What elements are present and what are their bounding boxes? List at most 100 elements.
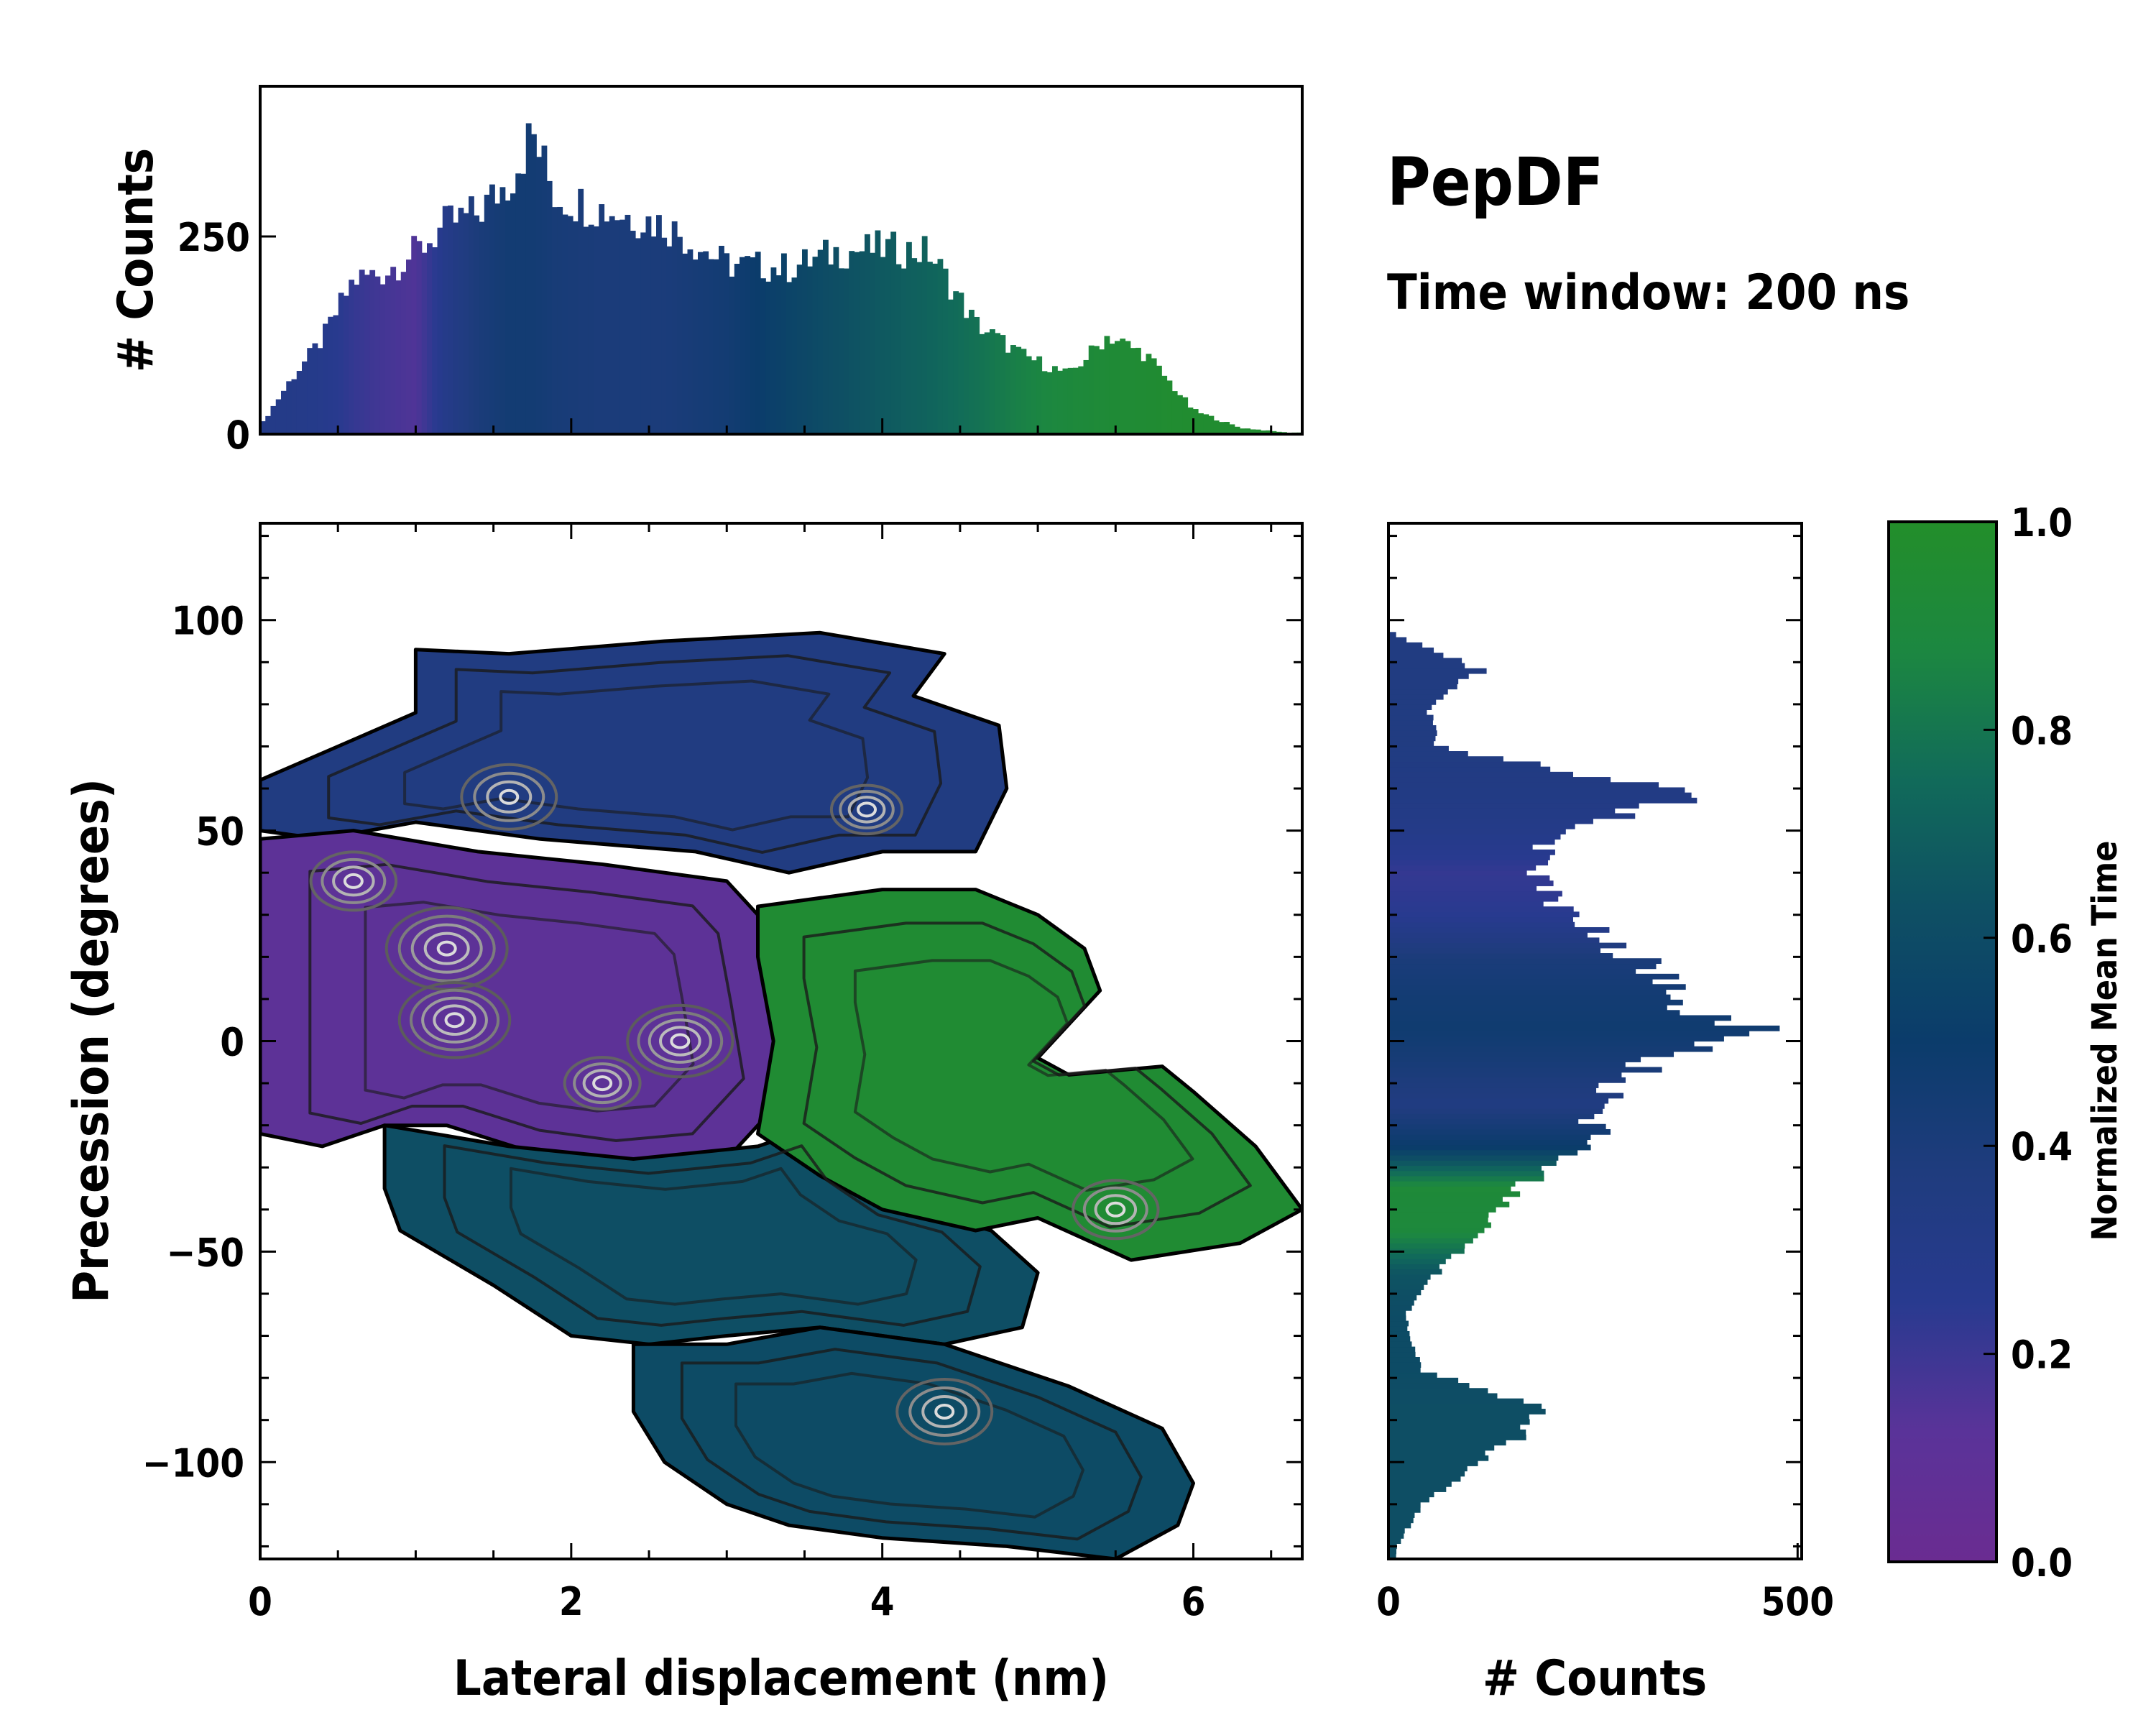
right-histogram-bar — [1388, 1310, 1406, 1316]
heatmap-hotspot-contour — [499, 788, 520, 805]
right-histogram-bar — [1388, 891, 1562, 897]
top-histogram-bar — [400, 272, 407, 434]
top-histogram-bar — [557, 206, 563, 434]
top-histogram-bar — [734, 263, 740, 434]
right-histogram-bar — [1388, 1476, 1461, 1482]
top-histogram-bar — [760, 278, 766, 434]
right-histogram-bar — [1388, 875, 1550, 881]
top-histogram-bar — [1057, 370, 1064, 434]
top-histogram-bar — [406, 259, 412, 434]
top-histogram-bar — [349, 280, 355, 434]
top-histogram-bar — [1078, 366, 1084, 434]
right-histogram-bar — [1388, 1445, 1495, 1451]
heatmap-ytick-label: −100 — [142, 1440, 244, 1486]
top-histogram-bar — [1125, 341, 1131, 434]
heatmap-hotspot-contour — [648, 1018, 712, 1064]
right-histogram-bar — [1388, 1512, 1415, 1518]
top-histogram-bar — [1010, 345, 1016, 434]
top-histogram-bar — [609, 216, 615, 434]
top-histogram-bar — [812, 257, 819, 434]
right-histogram-bar — [1388, 1383, 1470, 1389]
top-histogram-bar — [458, 208, 464, 434]
heatmap-hotspot-contour — [1072, 1179, 1160, 1241]
right-histogram-bar — [1388, 818, 1593, 824]
top-histogram-bar — [411, 236, 418, 434]
top-histogram-bar — [1171, 391, 1178, 434]
right-histogram-bar — [1388, 870, 1527, 876]
right-histogram-bar — [1388, 1548, 1396, 1555]
right-histogram-bar — [1388, 1429, 1526, 1435]
heatmap-hotspot-contour — [921, 1394, 968, 1428]
top-histogram-bar — [546, 180, 553, 434]
heatmap-hotspot-contour — [433, 1004, 476, 1036]
top-histogram-bar — [916, 262, 923, 434]
top-histogram-bar — [281, 390, 287, 434]
right-histogram-bar — [1388, 792, 1692, 799]
top-histogram-bar — [333, 315, 339, 434]
right-histogram-bar — [1388, 839, 1555, 845]
top-histogram-bar — [1083, 359, 1089, 434]
right-histogram-bar — [1388, 926, 1610, 933]
top-histogram-ytick-label: 250 — [178, 215, 250, 260]
right-histogram-bar — [1388, 979, 1653, 985]
top-histogram-bar — [1000, 335, 1006, 434]
right-histogram-bar — [1388, 1435, 1526, 1440]
figure-subtitle: Time window: 200 ns — [1387, 264, 1909, 321]
top-histogram-bar — [854, 252, 860, 434]
colorbar-tick-label: 1.0 — [2011, 500, 2073, 546]
heatmap-hotspot-contour — [436, 940, 457, 957]
right-histogram-bar — [1388, 761, 1541, 768]
heatmap-hotspot-contour — [397, 914, 496, 983]
heatmap-hotspot-contour — [626, 1003, 734, 1079]
top-histogram-bar — [427, 243, 433, 434]
top-histogram-bar — [588, 224, 594, 434]
top-histogram-bar — [880, 257, 886, 434]
right-histogram-bar — [1388, 1233, 1478, 1238]
right-histogram-bar — [1388, 745, 1449, 752]
top-histogram-bar — [479, 221, 485, 434]
right-histogram-bar — [1388, 1455, 1489, 1461]
top-histogram-bar — [1240, 428, 1245, 434]
top-histogram-bar — [1052, 366, 1058, 434]
top-histogram-bar — [614, 220, 620, 434]
top-histogram-bar — [995, 333, 1001, 434]
right-histogram-bar — [1388, 1325, 1408, 1332]
right-histogram-bar — [1388, 1103, 1605, 1109]
right-histogram-bar — [1388, 963, 1657, 970]
heatmap-ylabel: Precession (degrees) — [63, 778, 120, 1303]
right-histogram-bar — [1388, 1046, 1713, 1052]
top-histogram-bar — [963, 318, 969, 434]
top-histogram-bar — [823, 239, 829, 434]
right-histogram-bar — [1388, 1149, 1578, 1156]
top-histogram-bar — [927, 262, 933, 434]
top-histogram-bar — [1120, 339, 1126, 434]
top-histogram-bar — [828, 264, 834, 434]
top-histogram-bar — [645, 216, 652, 434]
top-histogram-bar — [474, 215, 480, 434]
right-histogram-bar — [1388, 808, 1616, 814]
top-histogram-bar — [1156, 365, 1162, 434]
right-histogram-bar — [1388, 632, 1396, 638]
right-histogram-bar — [1388, 673, 1469, 679]
top-histogram-bar — [520, 173, 527, 434]
right-histogram-bar — [1388, 1160, 1557, 1167]
top-histogram-bar — [953, 291, 959, 434]
heatmap-hotspot-contour — [637, 1011, 724, 1072]
top-histogram-bar — [1177, 395, 1183, 434]
top-histogram-bar — [573, 221, 579, 434]
top-histogram-bar — [525, 123, 532, 434]
top-histogram-bar — [390, 267, 397, 434]
top-histogram-bar — [1021, 349, 1027, 434]
right-histogram-bar — [1388, 844, 1533, 850]
right-histogram-bar — [1388, 1553, 1396, 1559]
colorbar-tick-label: 0.8 — [2011, 708, 2073, 753]
right-histogram-bar — [1388, 1357, 1420, 1363]
top-histogram-bar — [786, 282, 793, 434]
top-histogram-bar — [692, 259, 699, 434]
right-histogram-bar — [1388, 766, 1551, 773]
top-histogram-bar — [432, 247, 438, 434]
right-histogram-bar — [1388, 756, 1503, 763]
top-histogram-bar — [713, 259, 719, 434]
top-histogram-bar — [1255, 429, 1261, 434]
heatmap-hotspot-contour — [332, 865, 375, 897]
